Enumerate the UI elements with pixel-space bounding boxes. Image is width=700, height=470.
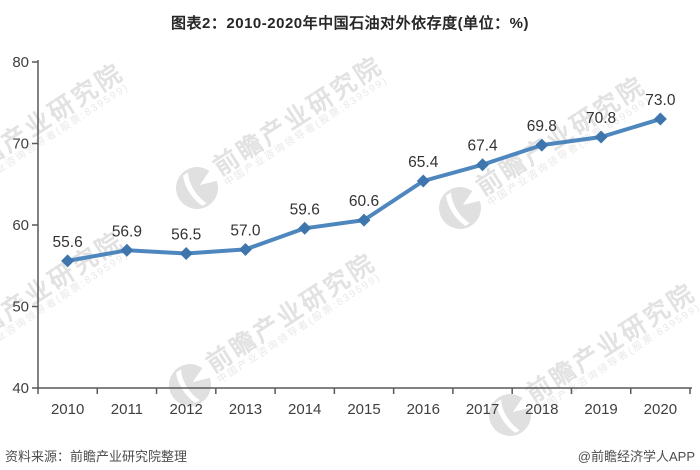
data-point-marker [653, 112, 667, 126]
data-point-label: 69.8 [527, 118, 557, 135]
data-source-note: 资料来源：前瞻产业研究院整理 [5, 449, 188, 464]
x-axis-tick-label: 2012 [169, 401, 202, 418]
x-axis-tick-label: 2016 [407, 401, 440, 418]
x-axis-tick-label: 2020 [644, 401, 677, 418]
data-point-marker [357, 213, 371, 227]
y-axis-tick-label: 80 [12, 54, 29, 71]
data-point-label: 73.0 [645, 92, 676, 109]
credit-note: @前瞻经济学人APP [577, 449, 695, 464]
y-axis-tick-label: 70 [12, 136, 29, 153]
data-point-label: 57.0 [230, 222, 261, 239]
y-axis-tick-label: 40 [12, 380, 29, 397]
data-point-marker [238, 242, 252, 256]
y-axis-tick-label: 60 [12, 217, 29, 234]
data-point-marker [179, 247, 193, 261]
data-point-label: 70.8 [586, 110, 616, 127]
data-point-label: 67.4 [467, 138, 498, 155]
footer-bar: 资料来源：前瞻产业研究院整理 @前瞻经济学人APP [0, 440, 700, 470]
data-point-label: 55.6 [53, 234, 83, 251]
x-axis-tick-label: 2010 [51, 401, 84, 418]
data-point-label: 56.5 [171, 227, 201, 244]
data-point-marker [594, 130, 608, 144]
x-axis-tick-label: 2017 [466, 401, 499, 418]
data-point-label: 60.6 [349, 193, 379, 210]
data-point-label: 56.9 [112, 223, 142, 240]
x-axis-tick-label: 2018 [525, 401, 558, 418]
data-point-marker [476, 158, 490, 172]
x-axis-tick-label: 2013 [229, 401, 262, 418]
data-point-marker [416, 174, 430, 188]
trend-line [65, 117, 663, 263]
data-point-marker [535, 138, 549, 152]
data-point-marker [120, 243, 134, 257]
data-point-marker [61, 254, 75, 268]
data-point-label: 59.6 [290, 201, 320, 218]
x-axis-tick-label: 2019 [584, 401, 617, 418]
x-axis-tick-label: 2011 [111, 401, 143, 418]
chart-title: 图表2：2010-2020年中国石油对外依存度(单位：%) [171, 15, 529, 32]
data-point-label: 65.4 [408, 154, 439, 171]
x-axis-tick-label: 2014 [288, 401, 321, 418]
x-axis-tick-label: 2015 [347, 401, 380, 418]
y-axis-tick-label: 50 [12, 299, 29, 316]
data-point-marker [298, 221, 312, 235]
